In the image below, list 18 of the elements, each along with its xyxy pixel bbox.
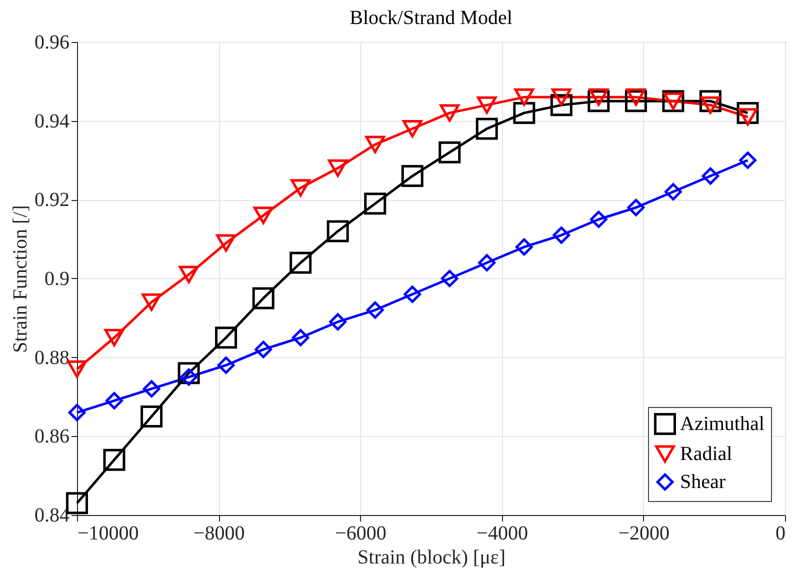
y-axis-title: Strain Function [/] [10, 205, 32, 353]
legend-label: Radial [680, 443, 733, 465]
legend-label: Azimuthal [680, 413, 765, 435]
x-tick-label: −8000 [193, 522, 245, 544]
y-tick-label: 0.92 [34, 189, 70, 212]
x-tick-label: −6000 [335, 522, 386, 544]
chart-title: Block/Strand Model [350, 7, 513, 29]
y-tick-label: 0.86 [34, 426, 70, 448]
y-tick-label: 0.9 [44, 268, 70, 290]
x-axis-title: Strain (block) [με] [358, 546, 506, 568]
y-tick-label: 0.96 [34, 32, 70, 54]
legend-label: Shear [680, 471, 726, 493]
y-tick-label: 0.94 [34, 110, 70, 132]
x-tick-label: −4000 [476, 522, 528, 544]
x-tick-label: −10000 [78, 522, 139, 544]
y-tick-label: 0.88 [34, 346, 70, 369]
x-tick-label: 0 [776, 522, 786, 544]
x-tick-label: −2000 [618, 522, 670, 544]
